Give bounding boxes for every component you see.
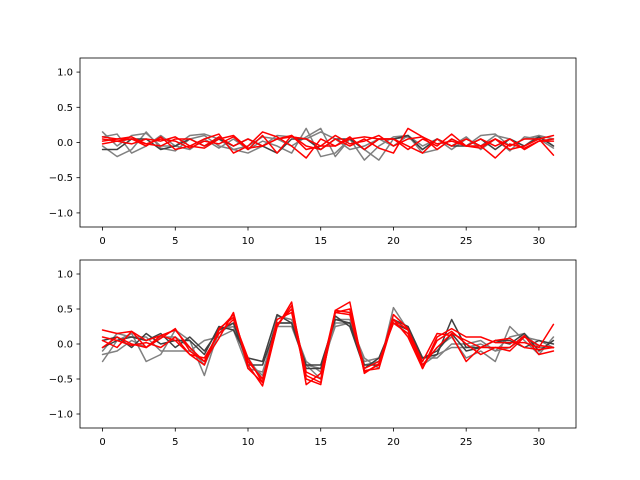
y-tick-label: 0.5 bbox=[57, 103, 73, 114]
bottom-subplot: 0 5 10 15 20 25 30 −1.0 −0.5 0.0 0.5 1.0 bbox=[49, 259, 577, 448]
x-tick-label: 15 bbox=[314, 437, 327, 448]
top-subplot: 0 5 10 15 20 25 30 −1.0 −0.5 0.0 0.5 1.0 bbox=[49, 57, 577, 247]
series-group bbox=[101, 301, 555, 387]
y-tick-label: 1.0 bbox=[57, 68, 73, 79]
x-tick-label: 10 bbox=[242, 236, 255, 247]
x-tick-label: 20 bbox=[387, 437, 400, 448]
x-tick-label: 10 bbox=[242, 437, 255, 448]
y-tick-label: 0.5 bbox=[57, 305, 73, 316]
y-tick-label: −0.5 bbox=[49, 375, 73, 386]
x-tick-label: 25 bbox=[460, 437, 473, 448]
series-line-8 bbox=[101, 134, 555, 159]
x-tick-label: 30 bbox=[533, 437, 546, 448]
series-line-5 bbox=[101, 131, 555, 159]
x-tick-label: 25 bbox=[460, 236, 473, 247]
y-tick-label: −1.0 bbox=[49, 410, 73, 421]
series-line-9 bbox=[101, 304, 555, 384]
y-tick-label: 0.0 bbox=[57, 138, 73, 149]
x-tick-label: 15 bbox=[314, 236, 327, 247]
y-tick-label: −1.0 bbox=[49, 208, 73, 219]
x-tick-label: 5 bbox=[172, 437, 178, 448]
x-tick-label: 0 bbox=[99, 437, 105, 448]
y-tick-label: 1.0 bbox=[57, 270, 73, 281]
y-tick-label: −0.5 bbox=[49, 173, 73, 184]
x-tick-label: 5 bbox=[172, 236, 178, 247]
y-tick-label: 0.0 bbox=[57, 340, 73, 351]
x-tick-label: 0 bbox=[99, 236, 105, 247]
series-line-7 bbox=[101, 136, 555, 156]
x-tick-label: 30 bbox=[533, 236, 546, 247]
x-tick-label: 20 bbox=[387, 236, 400, 247]
series-group bbox=[101, 127, 555, 161]
